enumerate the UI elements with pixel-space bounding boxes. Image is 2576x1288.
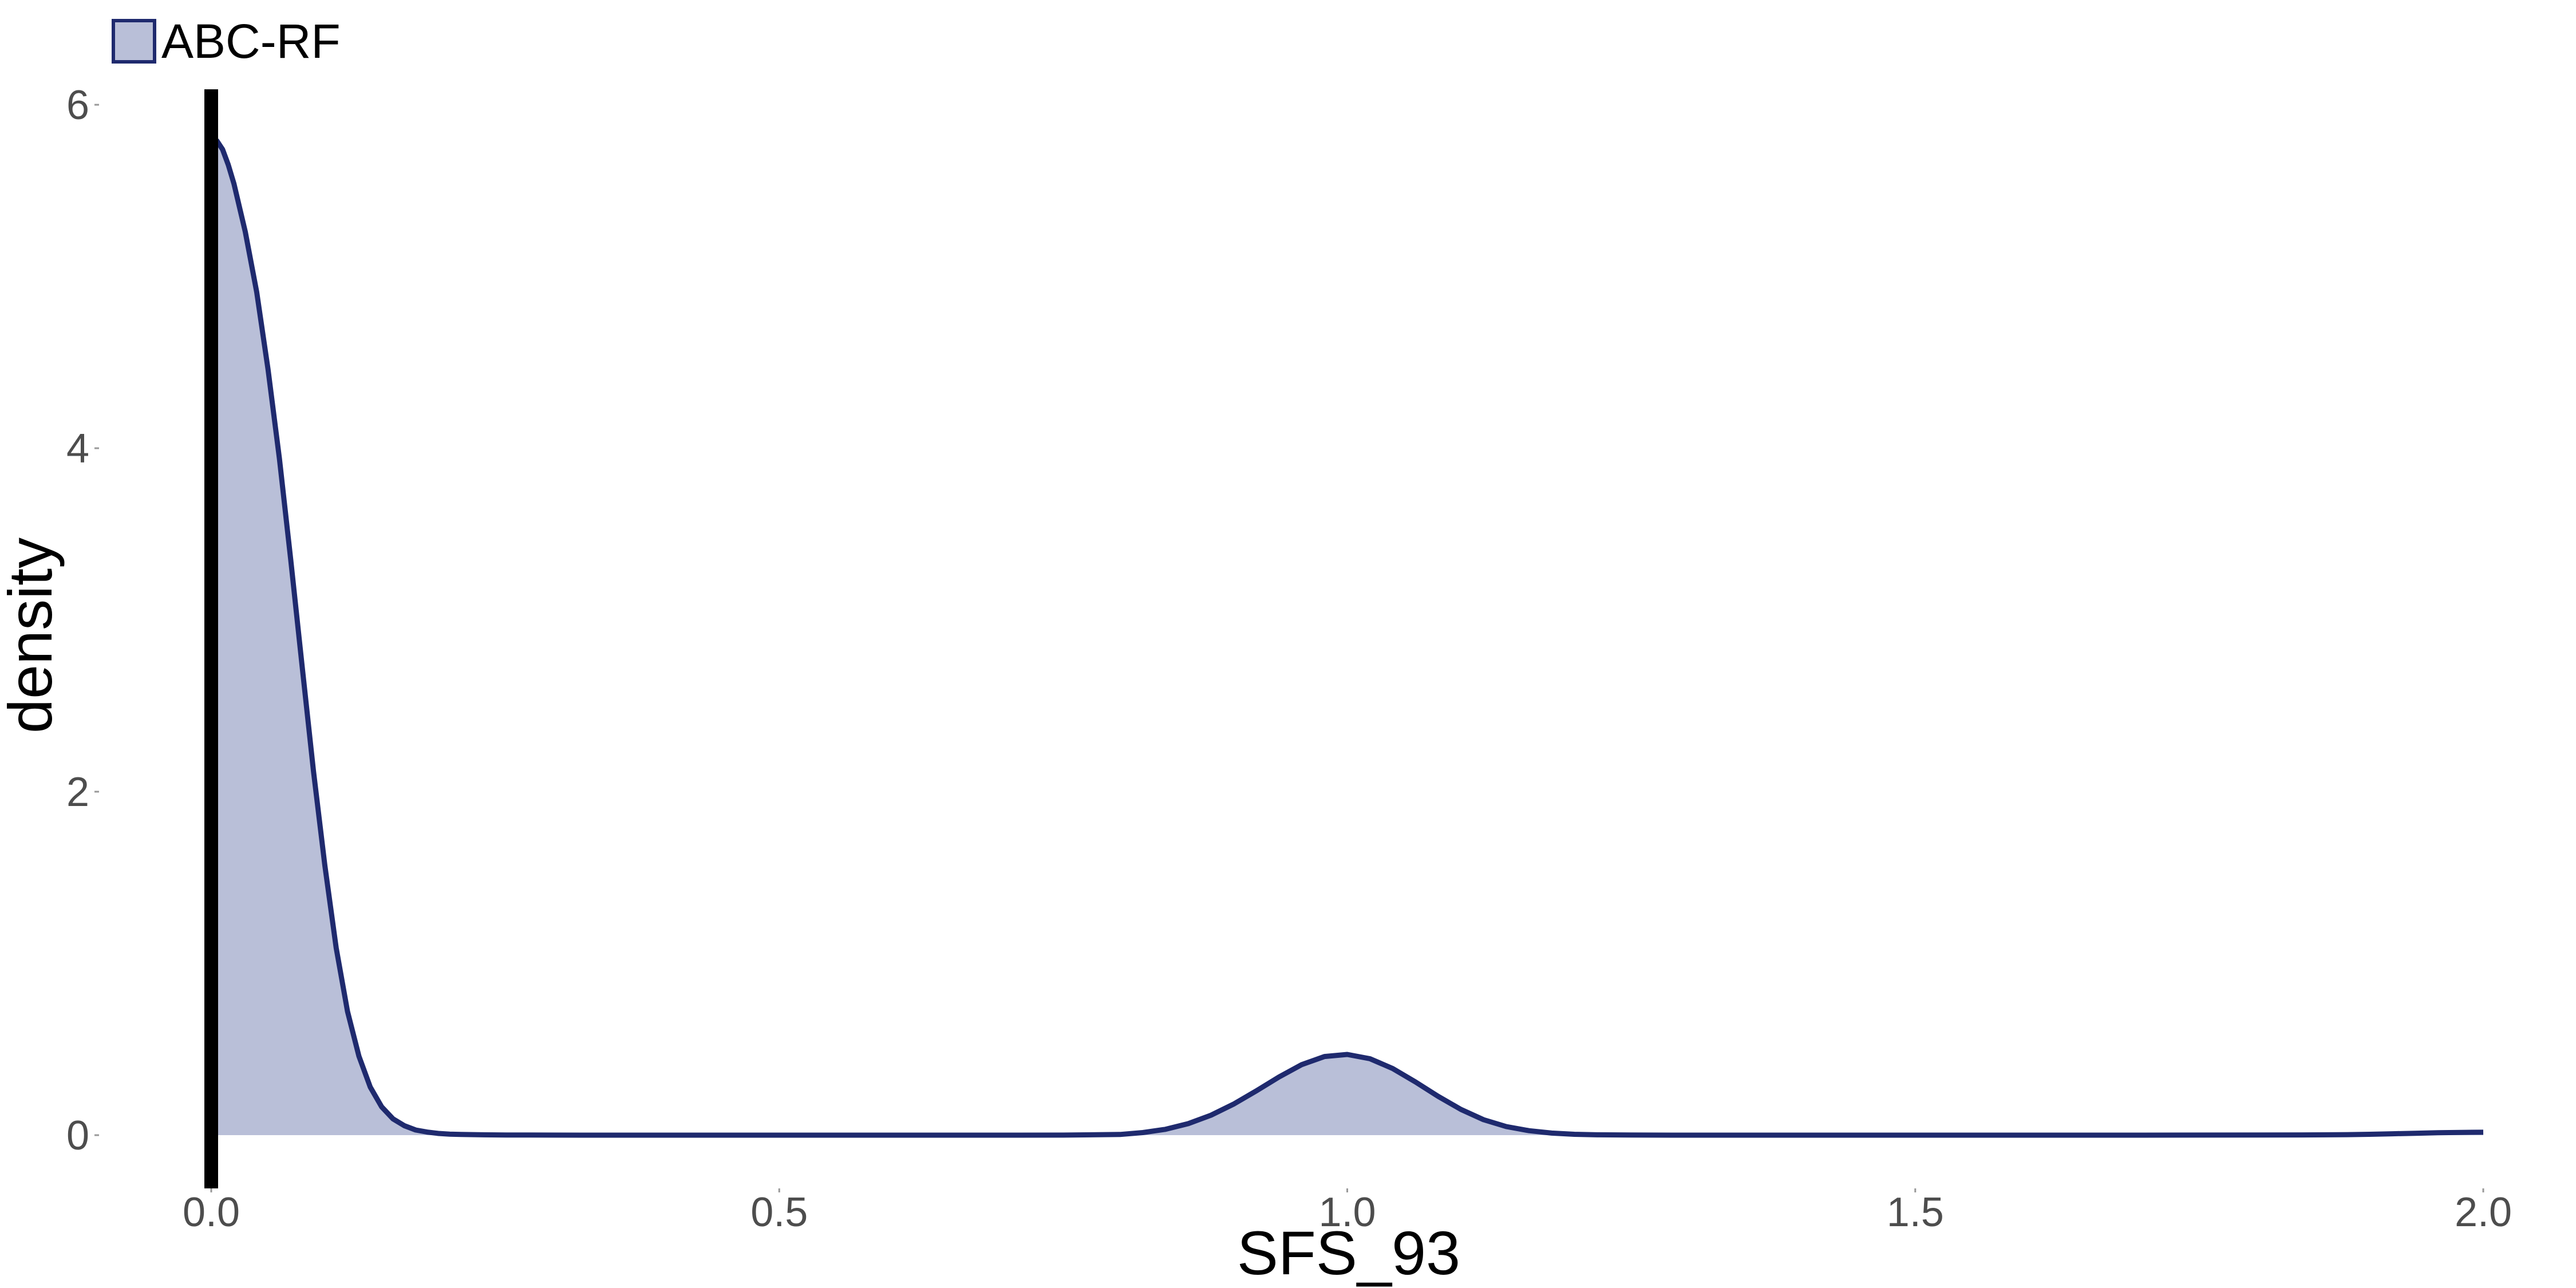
y-axis-ticks: 0 2 4 6 bbox=[66, 82, 99, 1159]
density-fill-area bbox=[211, 137, 2483, 1135]
y-tick-label: 0 bbox=[66, 1113, 89, 1159]
density-curve bbox=[210, 135, 2484, 1138]
x-tick-label: 0.0 bbox=[183, 1190, 240, 1235]
x-tick-label: 1.0 bbox=[1318, 1190, 1376, 1235]
legend-swatch bbox=[112, 19, 156, 64]
legend: ABC-RF bbox=[112, 14, 341, 68]
y-tick-label: 4 bbox=[66, 426, 89, 472]
plot-area bbox=[204, 89, 2484, 1188]
x-tick-label: 0.5 bbox=[750, 1190, 808, 1235]
x-axis-title: SFS_93 bbox=[1237, 1218, 1460, 1287]
x-tick-label: 1.5 bbox=[1887, 1190, 1944, 1235]
legend-label: ABC-RF bbox=[161, 14, 341, 68]
x-axis-ticks: 0.0 0.5 1.0 1.5 2.0 bbox=[183, 1188, 2512, 1235]
y-tick-label: 2 bbox=[66, 769, 89, 815]
x-tick-label: 2.0 bbox=[2455, 1190, 2512, 1235]
y-axis-title: density bbox=[0, 538, 65, 733]
y-tick-label: 6 bbox=[66, 82, 89, 128]
